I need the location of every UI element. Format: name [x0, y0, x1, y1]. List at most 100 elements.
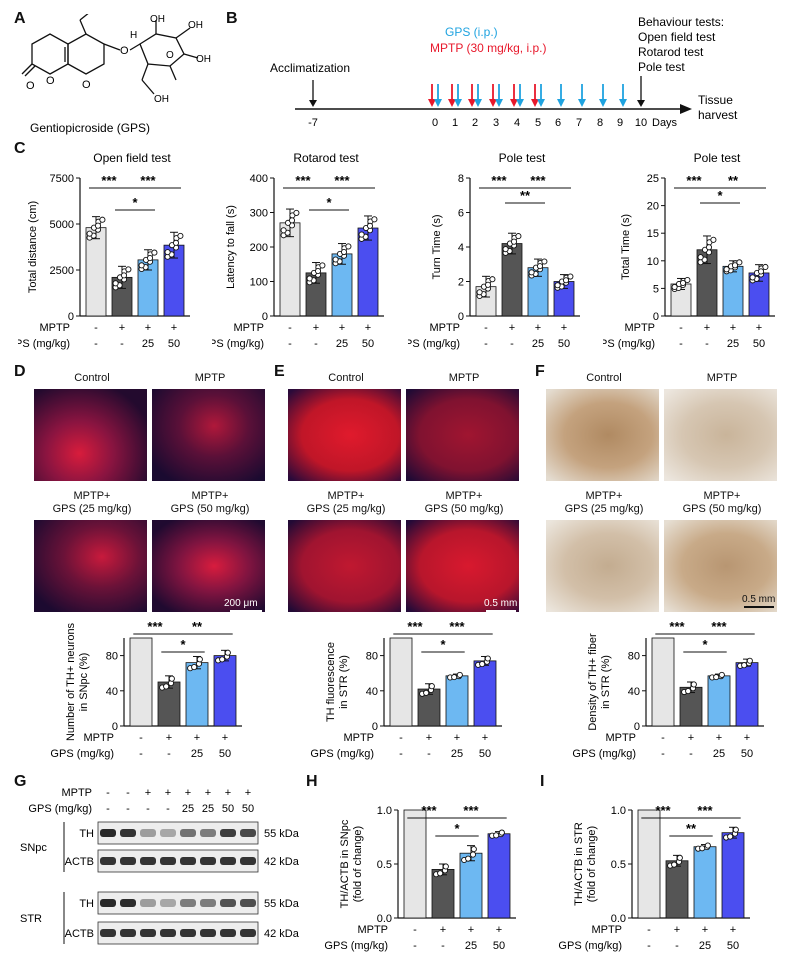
significance-label: ***	[711, 622, 727, 634]
data-point	[288, 217, 296, 224]
y-axis-label: Turn Time (s)	[431, 215, 443, 280]
acclimatization-label: Acclimatization	[270, 61, 350, 75]
significance-label: **	[686, 821, 697, 836]
image-d-gps50	[152, 520, 265, 612]
chart-d-th-neurons: Number of TH+ neuronsin SNpc (%)04080***…	[50, 622, 242, 760]
chart-title: Rotarod test	[293, 151, 359, 165]
image-f-mptp	[664, 389, 777, 481]
data-point	[172, 239, 180, 246]
mptp-row-label: MPTP	[605, 732, 636, 744]
behaviour-title: Behaviour tests:	[638, 15, 724, 29]
y-tick-label: 2	[458, 277, 464, 289]
blot-band	[140, 899, 156, 907]
significance-label: ***	[421, 803, 437, 818]
panel-letter-g: G	[14, 773, 27, 790]
data-point	[723, 266, 730, 273]
blot-band	[220, 899, 236, 907]
gps-value: 50	[219, 748, 231, 760]
data-point	[515, 233, 522, 240]
mptp-value: +	[482, 732, 488, 744]
data-point	[489, 276, 496, 283]
mptp-value: +	[440, 924, 446, 936]
mptp-value: +	[716, 732, 722, 744]
gps-arrow	[537, 84, 545, 107]
blot-band	[200, 899, 216, 907]
image-e-mptp	[406, 389, 519, 481]
blot-band	[180, 857, 196, 865]
data-point	[332, 256, 339, 263]
blot-size-label: 55 kDa	[264, 828, 300, 840]
label-f-control: Control	[586, 372, 622, 384]
y-tick-label: 80	[106, 651, 118, 663]
label-f-gps50: MPTP+ GPS (50 mg/kg)	[682, 490, 762, 515]
mptp-value: +	[194, 732, 200, 744]
data-point	[498, 829, 505, 836]
blot-gps-value: 25	[182, 803, 194, 815]
timeline-tick-6: 6	[555, 117, 561, 129]
tissue-label-2: harvest	[698, 108, 738, 122]
scale-line-d	[230, 610, 262, 612]
blot-band	[240, 857, 256, 865]
behaviour-test-3: Pole test	[638, 60, 685, 74]
blot-gps-value: 50	[242, 803, 254, 815]
gps-value: -	[120, 338, 124, 350]
blot-band	[120, 929, 136, 937]
atom-o3: O	[120, 45, 129, 57]
data-point	[502, 246, 509, 253]
panel-letter-b: B	[226, 10, 238, 27]
significance-label: *	[702, 637, 708, 652]
blot-band	[140, 929, 156, 937]
mptp-value: +	[730, 924, 736, 936]
gps-row-label: GPS (mg/kg)	[18, 338, 70, 350]
panel-letter-i: I	[540, 773, 545, 790]
significance-label: ***	[530, 173, 546, 188]
blot-band	[160, 929, 176, 937]
blot-band	[200, 829, 216, 837]
mptp-value: +	[171, 322, 177, 334]
data-point	[456, 671, 463, 678]
data-point	[749, 274, 756, 281]
days-label: Days	[652, 117, 678, 129]
data-point	[562, 277, 570, 284]
mptp-value: +	[339, 322, 345, 334]
label-d-control: Control	[74, 372, 110, 384]
mptp-value: +	[145, 322, 151, 334]
chart-title: Pole test	[499, 151, 546, 165]
bar	[651, 637, 675, 727]
bar	[185, 662, 209, 727]
gps-value: -	[661, 748, 665, 760]
y-tick-label: 400	[250, 173, 268, 185]
micrograph-group-f: Control MPTP MPTP+ GPS (25 mg/kg) MPTP+ …	[546, 372, 786, 622]
gps-row-label: GPS (mg/kg)	[310, 748, 374, 760]
gps-value: 25	[727, 338, 739, 350]
y-tick-label: 0.0	[611, 913, 626, 925]
y-tick-label: 0.5	[377, 859, 392, 871]
y-tick-label: 8	[458, 173, 464, 185]
blot-mptp-value: +	[185, 787, 191, 799]
chart-open-field: Open field test Total distance (cm) 0 2500 5…	[18, 151, 190, 350]
atom-o5: O	[82, 79, 91, 91]
mptp-arrow	[489, 84, 497, 107]
y-tick-label: 80	[366, 651, 378, 663]
data-point	[479, 660, 486, 668]
y-axis-label: Density of TH+ fiberin STR (%)	[587, 633, 612, 731]
panel-letter-a: A	[14, 10, 26, 27]
timeline-tick-7: 7	[576, 117, 582, 129]
blot-strip	[97, 821, 259, 845]
significance-label: ***	[101, 173, 117, 188]
data-point	[757, 268, 765, 275]
mptp-value: -	[413, 924, 417, 936]
blot-band	[180, 899, 196, 907]
data-point	[146, 255, 154, 262]
gps-arrow	[557, 84, 565, 107]
data-point	[705, 244, 713, 251]
y-tick-label: 7500	[50, 173, 74, 185]
significance-label: **	[192, 622, 203, 634]
timeline-tick-10: 10	[635, 117, 647, 129]
y-tick-label: 4	[458, 242, 464, 254]
blot-size-label: 55 kDa	[264, 898, 300, 910]
chart-rotarod: Rotarod test Latency to fall (s) 0 100 200 30…	[212, 151, 384, 350]
significance-label: ***	[669, 622, 685, 634]
data-point	[685, 688, 692, 695]
significance-label: ***	[407, 622, 423, 634]
